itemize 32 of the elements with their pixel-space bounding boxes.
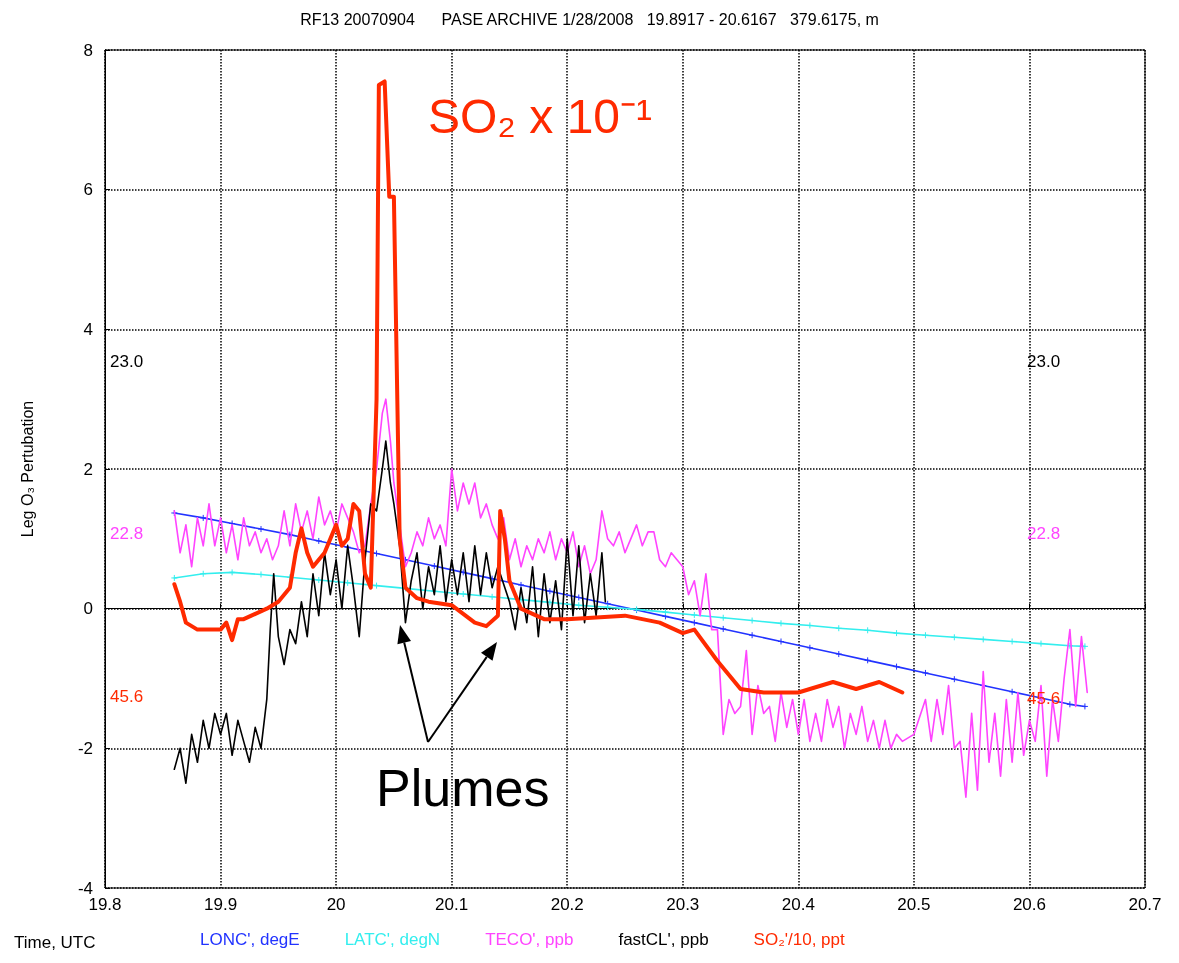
x-axis-title: Time, UTC	[14, 933, 96, 952]
annotation: SO₂ x 10⁻¹	[428, 89, 653, 143]
y-tick-label: 6	[83, 180, 93, 200]
x-tick-label: 20.6	[1012, 895, 1046, 914]
y-tick-label: -2	[77, 738, 93, 758]
text: TECO', ppb	[485, 930, 574, 949]
x-tick-label: 20	[326, 895, 346, 914]
annotation: Plumes	[376, 759, 550, 817]
x-tick-label: 20.2	[550, 895, 584, 914]
x-tick-label: 20.7	[1128, 895, 1162, 914]
annotation: 45.6	[110, 687, 144, 706]
annotation: 22.8	[110, 524, 144, 543]
x-tick-label: 20.3	[666, 895, 700, 914]
y-tick-label: 2	[83, 459, 93, 479]
text: SO₂'/10, ppt	[753, 930, 846, 949]
x-tick-label: 20.4	[781, 895, 815, 914]
annotation: 23.0	[1027, 352, 1061, 371]
y-axis-title: Leg O₃ Pertubation	[18, 400, 36, 538]
annotation: 22.8	[1027, 524, 1061, 543]
y-tick-label: 4	[83, 319, 93, 339]
x-tick-label: 20.5	[897, 895, 931, 914]
text: fastCL', ppb	[618, 930, 709, 949]
y-tick-label: 0	[83, 599, 93, 619]
x-tick-label: 19.9	[204, 895, 238, 914]
x-tick-label: 20.1	[435, 895, 469, 914]
text: LONC', degE	[200, 930, 300, 949]
y-tick-label: 8	[83, 40, 93, 60]
chart-title: RF13 20070904 PASE ARCHIVE 1/28/2008 19.8917 - 20.6167 379.6175, m	[300, 10, 879, 28]
y-tick-label: -4	[77, 878, 93, 898]
text: LATC', degN	[344, 930, 441, 949]
annotation: 23.0	[110, 352, 144, 371]
x-tick-label: 19.8	[88, 895, 122, 914]
